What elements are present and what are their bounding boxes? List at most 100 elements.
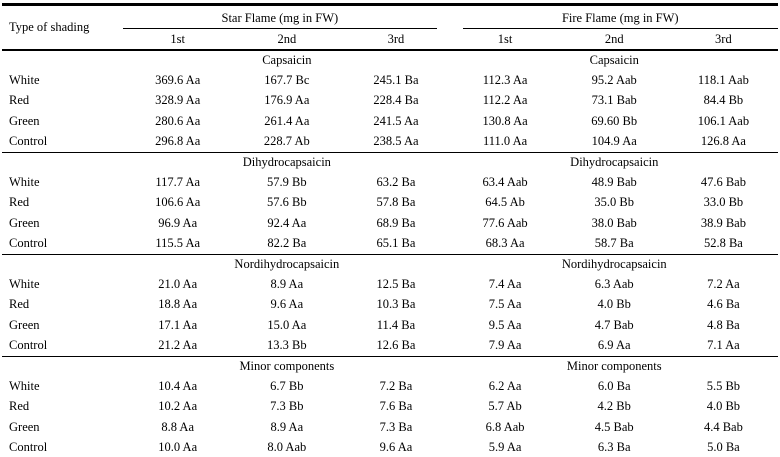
table-row: Red 106.6 Aa 57.6 Bb 57.8 Ba 64.5 Ab 35.0 Bb 3… bbox=[2, 193, 778, 214]
subcolumn-header-fire-1st: 1st bbox=[450, 29, 560, 51]
subcolumn-header-star-1st: 1st bbox=[123, 29, 233, 51]
table-row: Control 115.5 Aa 82.2 Ba 65.1 Ba 68.3 Aa 58.7… bbox=[2, 234, 778, 255]
value-cell: 38.0 Bab bbox=[591, 215, 637, 230]
value-cell: 8.8 Aa bbox=[161, 419, 195, 434]
value-cell: 68.9 Ba bbox=[376, 215, 416, 230]
value-cell: 5.5 Bb bbox=[706, 378, 741, 393]
column-group-fire-flame: Fire Flame (mg in FW) bbox=[451, 5, 778, 29]
section-spacer-cell bbox=[2, 152, 124, 172]
value-cell: 48.9 Bab bbox=[591, 174, 637, 189]
value-cell: 4.4 Bab bbox=[703, 419, 743, 434]
value-cell: 7.4 Aa bbox=[488, 276, 522, 291]
value-cell: 6.3 Aab bbox=[594, 276, 634, 291]
section-row: Minor components Minor components bbox=[2, 356, 778, 376]
value-cell: 126.8 Aa bbox=[700, 134, 746, 149]
value-cell: 9.6 Aa bbox=[379, 440, 413, 455]
value-cell: 6.7 Bb bbox=[270, 378, 304, 393]
value-cell: 328.9 Aa bbox=[155, 93, 201, 108]
value-cell: 167.7 Bc bbox=[264, 72, 310, 87]
value-cell: 6.9 Aa bbox=[597, 338, 631, 353]
section-title-star: Nordihydrocapsaicin bbox=[123, 254, 451, 274]
value-cell: 7.9 Aa bbox=[488, 338, 522, 353]
row-label: White bbox=[9, 72, 40, 87]
section-title-star: Minor components bbox=[123, 356, 451, 376]
value-cell: 10.4 Aa bbox=[158, 378, 198, 393]
table-row: Green 17.1 Aa 15.0 Aa 11.4 Ba 9.5 Aa 4.7 Bab 4… bbox=[2, 315, 778, 336]
value-cell: 8.9 Aa bbox=[270, 276, 304, 291]
value-cell: 21.2 Aa bbox=[158, 338, 198, 353]
value-cell: 261.4 Aa bbox=[264, 113, 310, 128]
value-cell: 118.1 Aab bbox=[697, 72, 749, 87]
section-row: Dihydrocapsaicin Dihydrocapsaicin bbox=[2, 152, 778, 172]
section-title-fire: Nordihydrocapsaicin bbox=[450, 254, 778, 274]
value-cell: 130.8 Aa bbox=[482, 113, 528, 128]
value-cell: 64.5 Ab bbox=[485, 195, 525, 210]
value-cell: 4.8 Ba bbox=[707, 317, 740, 332]
value-cell: 47.6 Bab bbox=[700, 174, 746, 189]
row-label: White bbox=[9, 276, 40, 291]
table-row: Green 96.9 Aa 92.4 Aa 68.9 Ba 77.6 Aab 38.0 B… bbox=[2, 213, 778, 234]
row-label: White bbox=[9, 174, 40, 189]
value-cell: 228.7 Ab bbox=[263, 134, 310, 149]
value-cell: 58.7 Ba bbox=[594, 236, 634, 251]
value-cell: 10.0 Aa bbox=[158, 440, 198, 455]
table-header: Type of shading Star Flame (mg in FW) Fi… bbox=[2, 4, 778, 51]
value-cell: 5.9 Aa bbox=[488, 440, 522, 455]
value-cell: 77.6 Aab bbox=[482, 215, 528, 230]
value-cell: 12.6 Ba bbox=[376, 338, 416, 353]
value-cell: 111.0 Aa bbox=[482, 134, 528, 149]
section-title-fire: Capsaicin bbox=[589, 53, 639, 67]
table-row: Green 8.8 Aa 8.9 Aa 7.3 Ba 6.8 Aab 4.5 Bab 4.4… bbox=[2, 417, 778, 438]
value-cell: 65.1 Ba bbox=[376, 236, 416, 251]
value-cell: 69.60 Bb bbox=[591, 113, 638, 128]
value-cell: 7.2 Ba bbox=[379, 378, 413, 393]
value-cell: 176.9 Aa bbox=[264, 93, 310, 108]
value-cell: 4.2 Bb bbox=[597, 399, 631, 414]
row-label: Control bbox=[9, 440, 48, 455]
section-spacer-cell bbox=[2, 356, 124, 376]
section-spacer-cell bbox=[2, 50, 123, 70]
table-row: Control 296.8 Aa 228.7 Ab 238.5 Aa 111.0 Aa 1… bbox=[2, 132, 778, 153]
value-cell: 57.9 Bb bbox=[267, 174, 307, 189]
value-cell: 73.1 Bab bbox=[591, 93, 637, 108]
row-label: Control bbox=[9, 236, 48, 251]
value-cell: 82.2 Ba bbox=[267, 236, 307, 251]
subcolumn-header-fire-2nd: 2nd bbox=[559, 29, 669, 51]
value-cell: 35.0 Bb bbox=[594, 195, 635, 210]
value-cell: 106.1 Aab bbox=[697, 113, 750, 128]
value-cell: 106.6 Aa bbox=[155, 195, 201, 210]
value-cell: 241.5 Aa bbox=[373, 113, 419, 128]
value-cell: 84.4 Bb bbox=[703, 93, 744, 108]
value-cell: 38.9 Bab bbox=[700, 215, 746, 230]
value-cell: 7.3 Ba bbox=[379, 419, 413, 434]
value-cell: 7.1 Aa bbox=[707, 338, 740, 353]
value-cell: 238.5 Aa bbox=[373, 134, 419, 149]
row-label: White bbox=[9, 378, 40, 393]
row-label: Red bbox=[9, 93, 30, 108]
shading-capsaicinoid-table: Type of shading Star Flame (mg in FW) Fi… bbox=[2, 3, 778, 457]
row-label: Red bbox=[9, 195, 30, 210]
value-cell: 4.0 Bb bbox=[597, 297, 631, 312]
value-cell: 4.7 Bab bbox=[594, 317, 634, 332]
value-cell: 7.2 Aa bbox=[707, 276, 740, 291]
value-cell: 96.9 Aa bbox=[158, 215, 198, 230]
table-row: Control 21.2 Aa 13.3 Bb 12.6 Ba 7.9 Aa 6.9 Aa… bbox=[2, 336, 778, 357]
value-cell: 7.3 Bb bbox=[270, 399, 304, 414]
value-cell: 4.5 Bab bbox=[594, 419, 634, 434]
column-header-type-of-shading: Type of shading bbox=[2, 4, 124, 51]
section-title-star: Capsaicin bbox=[262, 53, 312, 67]
table-row: White 21.0 Aa 8.9 Aa 12.5 Ba 7.4 Aa 6.3 Aab 7.… bbox=[2, 274, 778, 295]
row-label: Green bbox=[9, 113, 40, 128]
row-label: Control bbox=[9, 338, 48, 353]
table-row: White 369.6 Aa 167.7 Bc 245.1 Ba 112.3 Aa 95.… bbox=[2, 70, 778, 91]
value-cell: 7.6 Ba bbox=[379, 399, 413, 414]
value-cell: 17.1 Aa bbox=[158, 317, 198, 332]
section-row: Capsaicin Capsaicin bbox=[2, 50, 778, 70]
column-group-star-flame-label: Star Flame (mg in FW) bbox=[123, 9, 437, 29]
row-label: Green bbox=[9, 317, 40, 332]
value-cell: 10.3 Ba bbox=[376, 297, 416, 312]
section-spacer-cell bbox=[2, 254, 124, 274]
section-row: Nordihydrocapsaicin Nordihydrocapsaicin bbox=[2, 254, 778, 274]
subcolumn-header-star-3rd: 3rd bbox=[341, 29, 451, 51]
